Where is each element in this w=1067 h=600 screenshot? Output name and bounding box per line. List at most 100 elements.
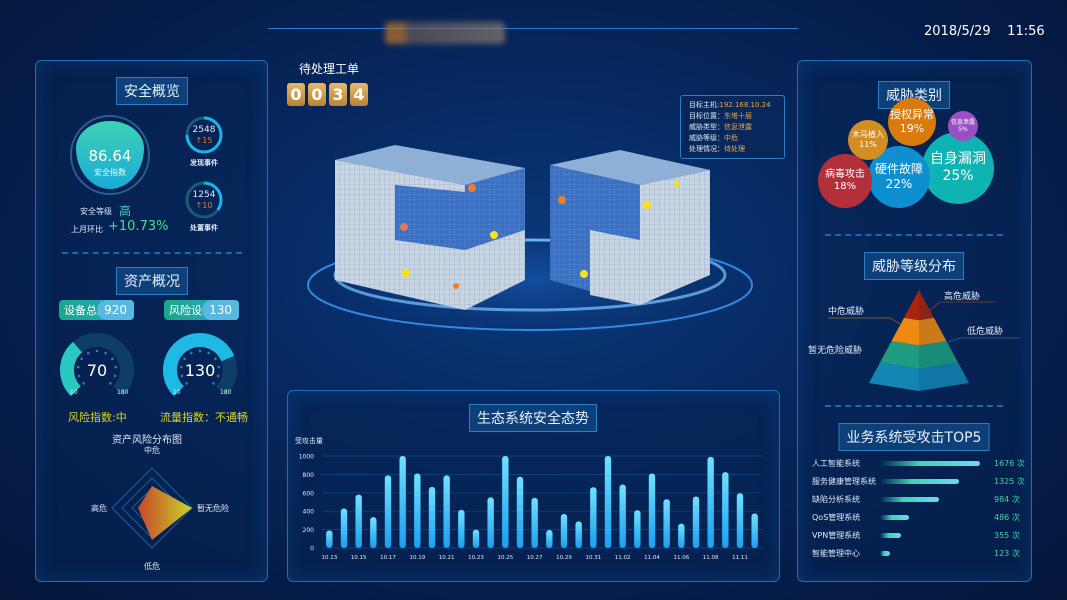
top5-bar xyxy=(880,461,980,466)
top5-count: 984 次 xyxy=(994,495,1020,504)
x-tick-label: 10.23 xyxy=(468,555,484,561)
bar xyxy=(428,486,436,548)
gauges: 70 10 180 130 10 180 xyxy=(60,333,237,397)
x-tick-label: 10.27 xyxy=(527,555,543,561)
x-tick-label: 11.02 xyxy=(615,555,631,561)
bar xyxy=(531,497,538,548)
divider xyxy=(825,234,1003,236)
threat-bubble[interactable]: 自身漏洞 25% xyxy=(922,132,994,204)
gauge-value: 130 xyxy=(185,361,216,380)
level-label: 安全等级 xyxy=(80,207,112,216)
info-row: 目标位置：东塔十层 xyxy=(689,111,776,122)
event-label: 处置事件 xyxy=(190,224,218,232)
counter-digit: 0 xyxy=(308,83,326,106)
x-tick-label: 11.04 xyxy=(644,555,660,561)
bar xyxy=(604,456,612,548)
y-tick-label: 400 xyxy=(303,509,315,516)
mom-value: +10.73% xyxy=(108,219,169,234)
top5-count: 355 次 xyxy=(994,531,1020,540)
info-value: 信息泄露 xyxy=(724,123,752,131)
bar xyxy=(678,523,685,548)
info-value: 192.168.10.24 xyxy=(719,101,771,109)
gauge-dot xyxy=(185,382,188,385)
event-ring xyxy=(185,181,223,219)
threat-bubble[interactable]: 授权异常 19% xyxy=(888,98,936,146)
work-order-label: 待处理工单 xyxy=(299,62,360,76)
top5-count: 1676 次 xyxy=(994,459,1025,468)
bar xyxy=(575,521,582,548)
mom-label: 上月环比 xyxy=(71,225,103,234)
gauge-dot xyxy=(207,351,210,355)
bar xyxy=(560,513,568,548)
bubble-name: 信息泄露 xyxy=(950,118,975,126)
x-tick-label: 10.15 xyxy=(351,555,367,561)
bar xyxy=(590,487,597,548)
bubble-pct: 5% xyxy=(958,126,968,133)
threat-bubble[interactable]: 病毒攻击 18% xyxy=(818,154,872,208)
threat-bubble[interactable]: 木马植入 11% xyxy=(848,120,888,160)
divider xyxy=(825,405,1003,407)
divider xyxy=(62,252,242,254)
info-key: 威胁等级： xyxy=(689,134,724,142)
info-row: 威胁等级：中危 xyxy=(689,133,776,144)
info-key: 威胁类型： xyxy=(689,123,724,131)
datetime: 2018/5/29 11:56 xyxy=(924,24,1045,39)
radar-title: 资产风险分布图 xyxy=(112,435,182,446)
top5-bar xyxy=(880,515,909,520)
info-key: 处理情况： xyxy=(689,145,724,153)
risk-device-pill: 风险设备 130 xyxy=(164,300,239,320)
event-value: 2548 xyxy=(192,125,216,135)
bar xyxy=(472,529,480,548)
pill-label: 风险设备 xyxy=(169,304,213,317)
pill-value: 920 xyxy=(97,300,134,320)
gauge-dot xyxy=(217,365,221,369)
top5-count: 486 次 xyxy=(994,513,1020,522)
chart-ylabel: 受攻击量 xyxy=(295,437,323,445)
gauge-dot xyxy=(190,351,193,355)
event-label: 发现事件 xyxy=(190,159,218,167)
gauge-dot xyxy=(114,365,118,369)
app-title-blurred xyxy=(385,22,505,44)
bar xyxy=(722,472,729,548)
gauge-dot xyxy=(87,351,90,355)
pyramid-layer-right xyxy=(919,341,958,369)
top5-name: 人工智能系统 xyxy=(812,459,860,468)
threat-bubble[interactable]: 信息泄露 5% xyxy=(948,111,978,141)
y-tick-label: 200 xyxy=(303,527,315,534)
gauge-min: 10 xyxy=(173,389,181,396)
bar xyxy=(707,456,714,548)
top5-name: QoS管理系统 xyxy=(812,513,861,522)
leader-line xyxy=(929,301,995,311)
pyramid-layer-right xyxy=(919,290,934,321)
bubble-pct: 11% xyxy=(859,140,877,149)
bar xyxy=(370,517,377,548)
gauge-dot xyxy=(198,349,202,353)
x-tick-label: 11.11 xyxy=(732,555,748,561)
info-value: 待处理 xyxy=(724,145,745,153)
bar xyxy=(502,456,509,548)
traffic-index-caption: 流量指数：不通畅 xyxy=(160,411,248,424)
x-tick-label: 10.25 xyxy=(497,555,513,561)
building-scene xyxy=(305,145,755,335)
event-ring xyxy=(185,116,223,154)
leader-line xyxy=(947,337,1020,343)
top5-name: 缺陷分析系统 xyxy=(812,495,860,504)
bar xyxy=(340,508,348,548)
pyramid-layer-left xyxy=(869,362,919,391)
x-tick-label: 10.13 xyxy=(321,555,337,561)
gauge-dot xyxy=(95,349,99,353)
threat-info-box[interactable]: 目标主机:192.168.10.24 目标位置：东塔十层 威胁类型：信息泄露 威胁等级… xyxy=(680,95,785,159)
bar xyxy=(546,530,553,548)
gauge-dot xyxy=(109,382,112,385)
pyramid-layer-left xyxy=(904,290,919,321)
counter-digit: 4 xyxy=(350,83,368,106)
info-row: 目标主机:192.168.10.24 xyxy=(689,100,776,111)
bar xyxy=(692,496,700,548)
pyramid-layer-left xyxy=(891,317,919,346)
pill-value: 130 xyxy=(202,300,239,320)
gauge-dot xyxy=(183,357,186,361)
radar-axis-label: 暂无危险 xyxy=(197,503,229,513)
gauge-dot xyxy=(113,374,117,378)
pyramid-label: 低危威胁 xyxy=(967,325,1003,337)
